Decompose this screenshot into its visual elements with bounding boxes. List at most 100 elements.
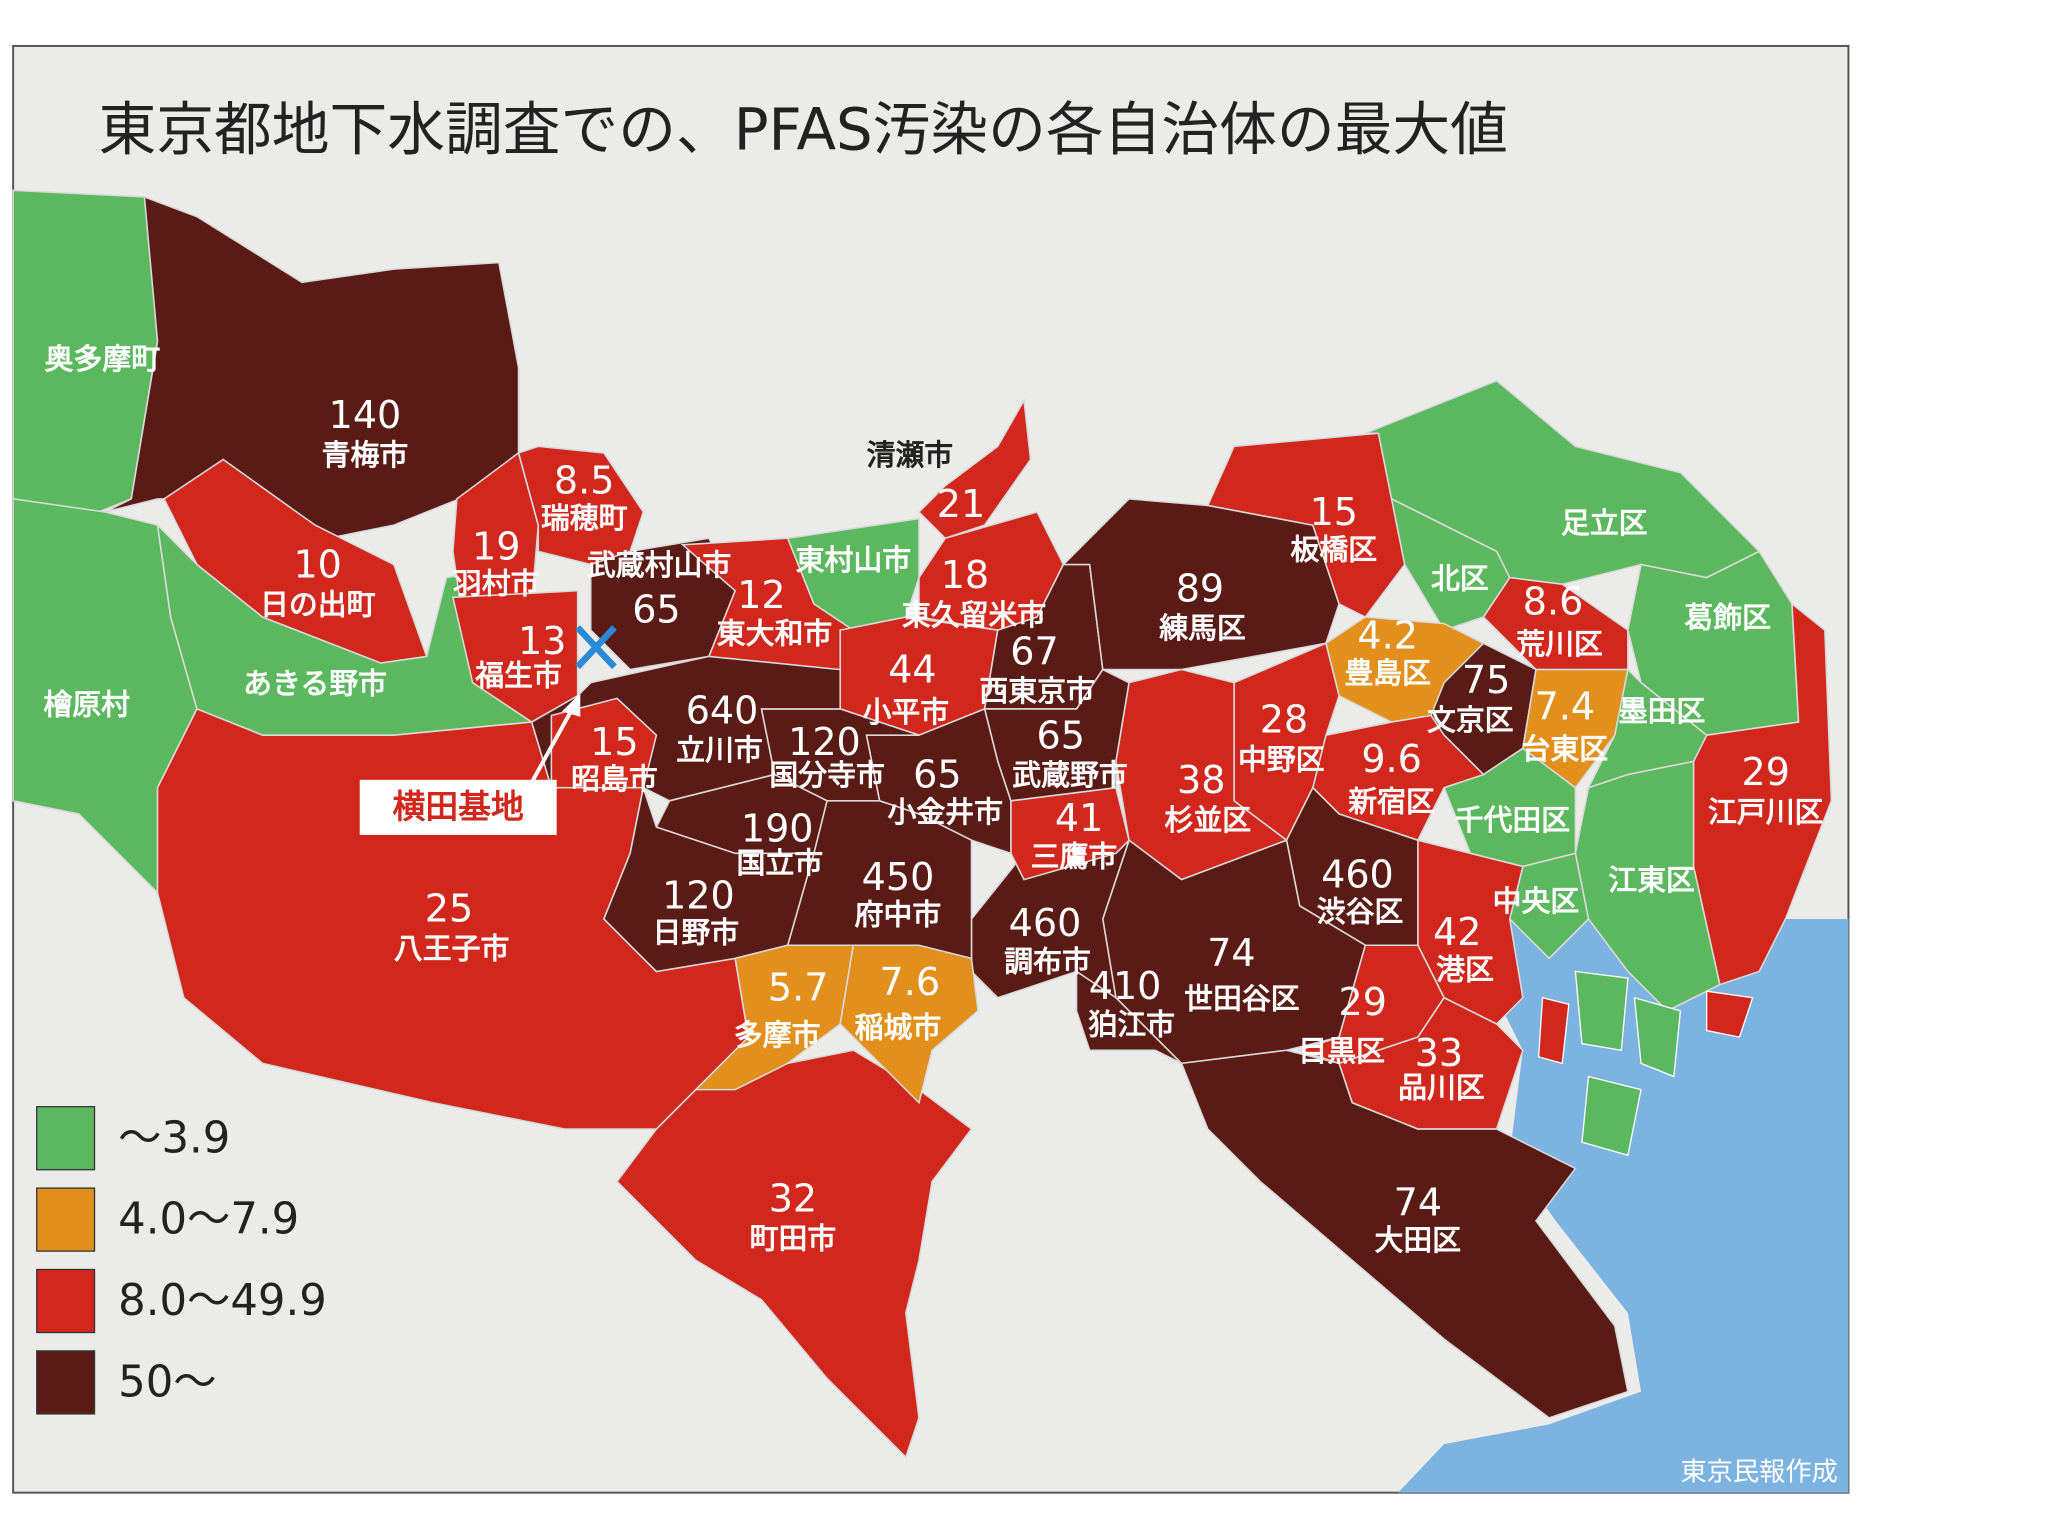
region-value: 65 xyxy=(632,587,680,631)
region xyxy=(104,195,520,540)
x-mark xyxy=(575,625,617,670)
region-name: 小金井市 xyxy=(887,795,1003,829)
region-value: 42 xyxy=(1433,910,1481,954)
region-name: 足立区 xyxy=(1561,506,1648,540)
region-value: 25 xyxy=(425,887,473,931)
region-value: 19 xyxy=(472,524,520,568)
legend-swatch xyxy=(36,1268,96,1334)
region-name: 港区 xyxy=(1436,952,1494,986)
region-value: 190 xyxy=(741,807,814,851)
region-name: 日の出町 xyxy=(260,588,376,622)
island xyxy=(1706,990,1754,1038)
region-value: 67 xyxy=(1010,629,1058,673)
region-value: 13 xyxy=(518,619,566,663)
region-name: あきる野市 xyxy=(243,666,387,700)
region-name: 杉並区 xyxy=(1164,803,1251,837)
region-value: 7.6 xyxy=(880,960,941,1004)
region-name: 昭島市 xyxy=(571,762,658,796)
region-value: 5.7 xyxy=(768,965,829,1009)
region-value: 65 xyxy=(1037,713,1085,757)
region-name: 目黒区 xyxy=(1298,1034,1385,1068)
region-value: 8.5 xyxy=(554,459,615,503)
yokota-marker: 横田基地 xyxy=(359,625,617,835)
region-name: 中野区 xyxy=(1238,742,1325,776)
region-name: 奥多摩町 xyxy=(45,342,161,376)
region-value: 460 xyxy=(1321,852,1394,896)
region-name: 北区 xyxy=(1431,561,1489,595)
region-name: 八王子市 xyxy=(394,931,510,965)
region-value: 12 xyxy=(737,573,785,617)
region-name: 日野市 xyxy=(652,916,739,950)
region xyxy=(1180,1049,1629,1419)
region-name: 武蔵村山市 xyxy=(587,548,731,582)
region xyxy=(550,697,658,789)
legend-label: 8.0～49.9 xyxy=(118,1276,327,1326)
base-label: 横田基地 xyxy=(393,788,524,826)
region-name: 東久留米市 xyxy=(902,598,1046,632)
legend-label: 50～ xyxy=(118,1358,216,1408)
island xyxy=(1581,1075,1642,1157)
region xyxy=(839,944,979,1105)
region-value: 29 xyxy=(1338,980,1386,1024)
legend-swatch xyxy=(36,1187,96,1252)
region-name: 品川区 xyxy=(1398,1071,1485,1105)
credit: 東京民報作成 xyxy=(1680,1457,1838,1487)
region-name: 福生市 xyxy=(474,658,562,692)
region-name: 東大和市 xyxy=(717,616,833,650)
region xyxy=(163,458,428,664)
region-value: 65 xyxy=(913,753,961,797)
region-name: 渋谷区 xyxy=(1317,895,1404,929)
region-name: 練馬区 xyxy=(1159,611,1246,645)
region-labels: 奥多摩町青梅市140檜原村あきる野市日の出町10八王子市25町田市32羽村市19… xyxy=(43,342,1823,1257)
region-value: 9.6 xyxy=(1361,737,1422,781)
region-value: 38 xyxy=(1177,758,1225,802)
region-name: 府中市 xyxy=(855,897,942,931)
region-name: 文京区 xyxy=(1427,703,1514,737)
island xyxy=(1537,996,1570,1065)
legend-label: ～3.9 xyxy=(118,1113,230,1163)
region xyxy=(615,1049,973,1459)
island xyxy=(1574,970,1629,1052)
legend-swatch xyxy=(36,1350,96,1415)
region-value: 29 xyxy=(1742,750,1790,794)
region-name: 青梅市 xyxy=(322,438,409,472)
region-value: 44 xyxy=(888,648,936,692)
label-box xyxy=(359,779,557,835)
region-name: 瑞穂町 xyxy=(541,501,628,535)
title: 東京都地下水調査での、PFAS汚染の各自治体の最大値 xyxy=(98,96,1507,164)
region-name: 千代田区 xyxy=(1455,803,1571,837)
region-name: 葛飾区 xyxy=(1683,601,1771,635)
region-name: 小平市 xyxy=(863,695,950,729)
region-value: 10 xyxy=(293,543,341,587)
region-name: 東村山市 xyxy=(796,543,912,577)
arrow-head xyxy=(561,693,581,717)
region-value: 410 xyxy=(1089,964,1162,1008)
region-name: 檜原村 xyxy=(43,687,130,721)
region-name: 羽村市 xyxy=(453,567,540,601)
region-name: 大田区 xyxy=(1375,1223,1462,1257)
region-name: 荒川区 xyxy=(1516,627,1603,661)
region-value: 7.4 xyxy=(1535,684,1596,728)
legend: ～3.9 4.0～7.9 8.0～49.9 50～ xyxy=(36,1106,327,1415)
region-value: 15 xyxy=(1310,490,1358,534)
region-name: 調布市 xyxy=(1004,945,1091,979)
region-name: 江戸川区 xyxy=(1708,795,1824,829)
bay-islands xyxy=(1537,970,1754,1157)
region-value: 74 xyxy=(1394,1181,1442,1225)
region-name: 稲城市 xyxy=(855,1010,942,1044)
region-value: 75 xyxy=(1462,658,1510,702)
legend-swatch xyxy=(36,1106,96,1171)
region-name: 武蔵野市 xyxy=(1012,758,1128,792)
region xyxy=(693,944,855,1091)
region-name: 国分寺市 xyxy=(769,758,885,792)
region-value: 41 xyxy=(1055,796,1103,840)
region-value: 33 xyxy=(1415,1031,1463,1075)
tokyo-bay xyxy=(1398,918,1849,1493)
region-value: 640 xyxy=(686,688,759,732)
region-name: 中央区 xyxy=(1493,884,1580,918)
region-value: 32 xyxy=(769,1177,817,1221)
region-name: 三鷹市 xyxy=(1031,840,1118,874)
regions xyxy=(12,189,1833,1459)
